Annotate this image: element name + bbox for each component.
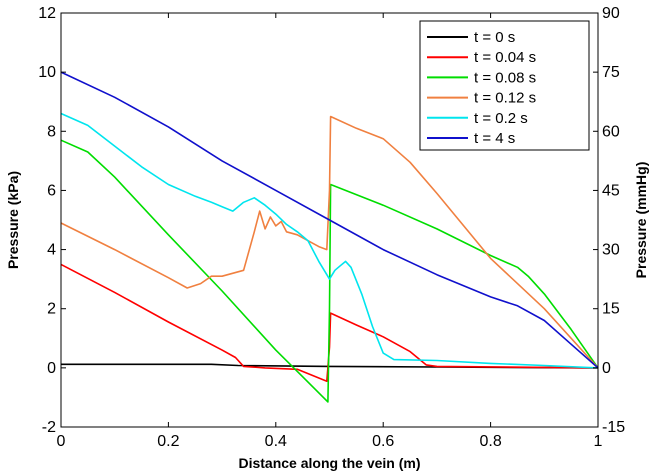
y-right-tick-label-6: 75 <box>602 64 620 81</box>
series-line-5 <box>60 71 599 369</box>
legend-box <box>419 20 590 151</box>
y-right-tick-label-7: 90 <box>602 5 620 22</box>
x-tick-label-2: 0.4 <box>265 433 287 450</box>
plot-frame <box>60 12 599 428</box>
y-tick-label-1: 0 <box>47 360 56 377</box>
x-tick-label-5: 1 <box>594 433 603 450</box>
y-right-tick-label-2: 15 <box>602 301 620 318</box>
y-right-tick-label-5: 60 <box>602 123 620 140</box>
y-right-tick-label-4: 45 <box>602 182 620 199</box>
y-tick-label-3: 4 <box>47 242 56 259</box>
legend-label-4: t = 0.2 s <box>474 110 528 127</box>
y-tick-label-4: 6 <box>47 182 56 199</box>
series-line-1 <box>60 263 599 382</box>
series-line-3 <box>60 115 599 369</box>
y-axis-label-left: Pressure (kPa) <box>5 171 21 269</box>
tick-layer: 0 0.2 0.4 0.6 0.8 1-2024681012-15015304560759… <box>38 5 625 450</box>
legend-label-5: t = 4 s <box>474 130 515 147</box>
y-tick-label-6: 10 <box>38 64 56 81</box>
series-layer <box>60 71 599 403</box>
legend-label-1: t = 0.04 s <box>474 49 536 66</box>
y-tick-label-0: -2 <box>42 419 56 436</box>
legend-label-2: t = 0.08 s <box>474 69 536 86</box>
series-line-2 <box>60 139 599 403</box>
x-tick-label-4: 0.8 <box>479 433 501 450</box>
series-line-4 <box>60 112 599 369</box>
y-right-tick-label-1: 0 <box>602 360 611 377</box>
y-right-tick-label-3: 30 <box>602 242 620 259</box>
x-tick-label-0: 0 <box>57 433 66 450</box>
x-tick-label-1: 0.2 <box>157 433 179 450</box>
x-tick-label-3: 0.6 <box>372 433 394 450</box>
y-tick-label-5: 8 <box>47 123 56 140</box>
legend: t = 0 s t = 0.04 s t = 0.08 s t = 0.12 s t =… <box>419 20 590 151</box>
y-tick-label-2: 2 <box>47 301 56 318</box>
x-axis-label: Distance along the vein (m) <box>238 455 420 471</box>
legend-label-0: t = 0 s <box>474 29 515 46</box>
legend-label-3: t = 0.12 s <box>474 90 536 107</box>
y-right-tick-label-0: -15 <box>602 419 625 436</box>
y-tick-label-7: 12 <box>38 5 56 22</box>
y-axis-label-right: Pressure (mmHg) <box>633 162 649 279</box>
